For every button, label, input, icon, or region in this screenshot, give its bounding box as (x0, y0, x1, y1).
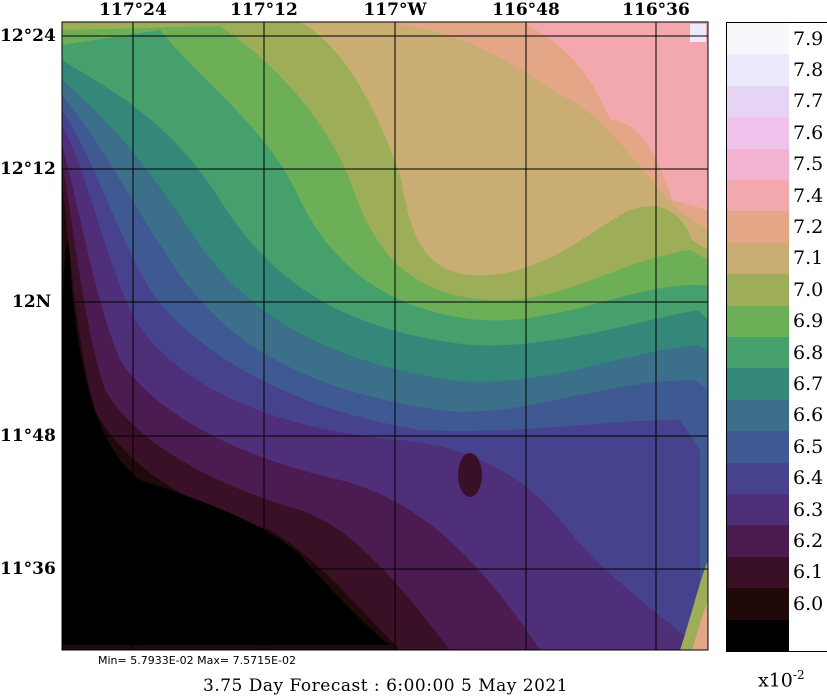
forecast-caption: 3.75 Day Forecast : 6:00:00 5 May 2021 (203, 676, 569, 696)
legend-row: 7.6 (727, 117, 827, 149)
legend-label: 6.6 (793, 404, 824, 427)
legend-row: 6.7 (727, 368, 827, 400)
legend-row: 7.9 (727, 23, 827, 55)
legend-swatch (727, 117, 789, 149)
legend-swatch (727, 431, 789, 463)
legend-label: 7.0 (793, 278, 824, 301)
lat-tick-label: 12N (12, 292, 52, 312)
legend-swatch (727, 368, 789, 400)
legend-swatch (727, 148, 789, 180)
legend-row: 6.4 (727, 462, 827, 494)
legend-row: 7.8 (727, 54, 827, 86)
legend-row: 7.2 (727, 211, 827, 243)
lat-tick-label: 11°36 (0, 559, 56, 579)
legend-swatch (727, 23, 789, 55)
legend-row (727, 619, 827, 651)
map-frame (61, 21, 709, 651)
legend-label: 6.9 (793, 310, 824, 333)
legend-label: 6.8 (793, 341, 824, 364)
legend-row: 7.5 (727, 148, 827, 180)
legend-swatch (727, 399, 789, 432)
lon-tick-label: 117°12 (230, 0, 298, 20)
legend-row: 6.2 (727, 525, 827, 557)
min-max-text: Min= 5.7933E-02 Max= 7.5715E-02 (98, 654, 296, 667)
legend-swatch (727, 54, 789, 86)
legend-label: 7.7 (793, 90, 824, 113)
legend-swatch (727, 85, 789, 118)
legend-swatch (727, 525, 789, 557)
legend-label: 7.6 (793, 121, 824, 144)
legend-label: 7.4 (793, 184, 824, 207)
legend-swatch (727, 556, 789, 589)
legend-swatch (727, 462, 789, 494)
legend-row: 6.3 (727, 494, 827, 526)
legend-scale-note: x10-2 (758, 668, 805, 691)
legend-label: 7.5 (793, 153, 824, 176)
legend-swatch (727, 211, 789, 243)
legend-label: 6.0 (793, 592, 824, 615)
graticule (62, 22, 708, 650)
legend-label: 6.4 (793, 467, 824, 490)
legend-label: 7.8 (793, 59, 824, 82)
legend-swatch (727, 588, 789, 620)
legend-swatch (727, 180, 789, 212)
legend-scale-base: x10 (758, 669, 793, 692)
legend-row: 7.7 (727, 85, 827, 118)
legend-row: 7.1 (727, 242, 827, 275)
contour-fill (62, 22, 708, 650)
legend-row: 7.4 (727, 180, 827, 212)
legend-swatch (727, 305, 789, 337)
lat-tick-label: 12°24 (0, 26, 56, 46)
legend-label: 6.7 (793, 373, 824, 396)
lat-tick-label: 11°48 (0, 426, 56, 446)
legend-row: 6.6 (727, 399, 827, 432)
legend-row: 7.0 (727, 274, 827, 306)
legend-label: 7.9 (793, 27, 824, 50)
lon-tick-label: 117°24 (99, 0, 167, 20)
legend-scale-exponent: -2 (792, 668, 805, 682)
color-legend: 7.9 7.8 7.7 7.6 7.5 7.4 7.2 7.1 7.0 6.9 6.8 6.7 6.6 6… (726, 22, 827, 652)
legend-label: 7.2 (793, 216, 824, 239)
legend-label: 6.5 (793, 435, 824, 458)
legend-row: 6.1 (727, 556, 827, 589)
legend-swatch (727, 619, 789, 651)
lon-tick-label: 116°48 (492, 0, 560, 20)
lat-tick-label: 12°12 (0, 159, 56, 179)
lon-tick-label: 117°W (363, 0, 427, 20)
legend-row: 6.9 (727, 305, 827, 337)
lon-tick-label: 116°36 (622, 0, 690, 20)
legend-swatch (727, 337, 789, 369)
legend-swatch (727, 494, 789, 526)
legend-swatch (727, 242, 789, 275)
legend-swatch (727, 274, 789, 306)
legend-row: 6.5 (727, 431, 827, 463)
legend-row: 6.0 (727, 588, 827, 620)
legend-label: 6.1 (793, 561, 824, 584)
legend-label: 7.1 (793, 247, 824, 270)
legend-label: 6.3 (793, 498, 824, 521)
legend-label: 6.2 (793, 530, 824, 553)
legend-row: 6.8 (727, 337, 827, 369)
